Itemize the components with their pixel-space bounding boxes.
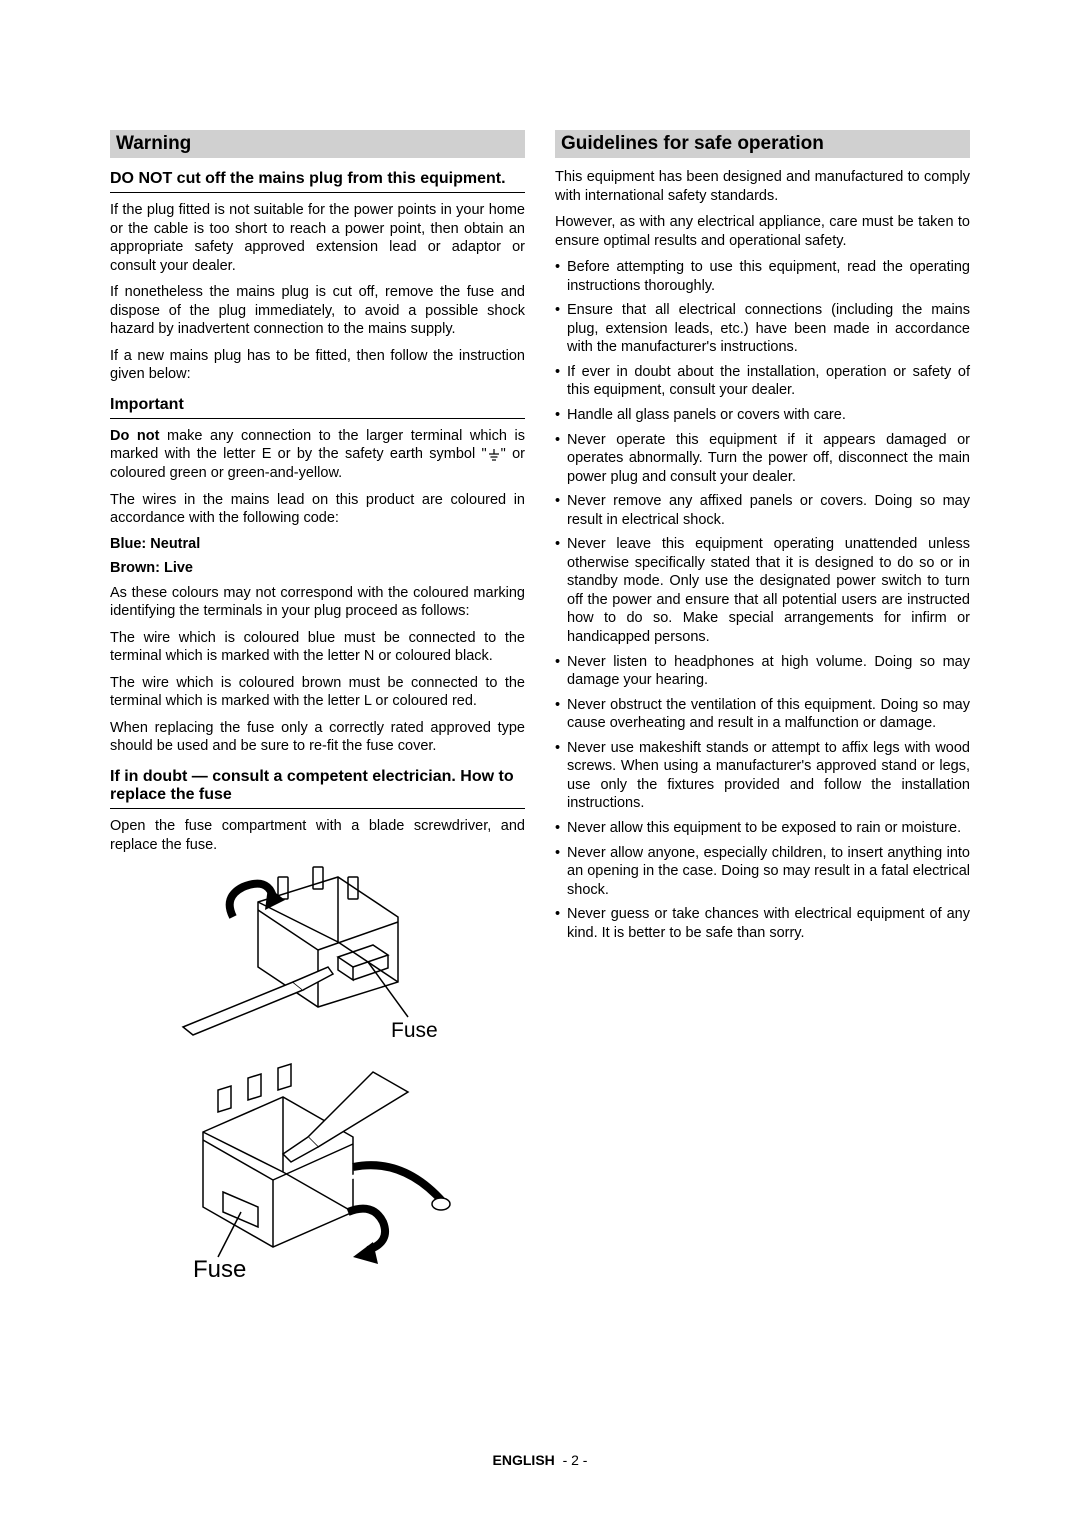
guidelines-p1: This equipment has been designed and man… <box>555 168 970 205</box>
footer-language: ENGLISH <box>493 1452 555 1468</box>
do-not-bold: Do not <box>110 428 159 444</box>
warning-p3: If a new mains plug has to be fitted, th… <box>110 347 525 384</box>
important-p1-mid: make any connection to the larger termin… <box>110 428 525 463</box>
guideline-item: If ever in doubt about the installation,… <box>555 363 970 400</box>
page-footer: ENGLISH - 2 - <box>0 1452 1080 1468</box>
warning-p1: If the plug fitted is not suitable for t… <box>110 201 525 275</box>
guidelines-list: Before attempting to use this equipment,… <box>555 258 970 942</box>
warning-title: Warning <box>110 130 525 158</box>
fuse-label-top: Fuse <box>391 1019 438 1042</box>
guidelines-p2: However, as with any electrical applianc… <box>555 213 970 250</box>
important-heading: Important <box>110 396 525 419</box>
guideline-item: Never operate this equipment if it appea… <box>555 431 970 487</box>
important-p2: The wires in the mains lead on this prod… <box>110 491 525 528</box>
footer-page-number: - 2 - <box>563 1452 588 1468</box>
important-p5: The wire which is coloured brown must be… <box>110 674 525 711</box>
fuse-diagram-svg: Fuse <box>173 862 463 1292</box>
replace-fuse-heading: If in doubt — consult a competent electr… <box>110 768 525 809</box>
guideline-item: Handle all glass panels or covers with c… <box>555 406 970 425</box>
guideline-item: Never leave this equipment operating una… <box>555 535 970 646</box>
guidelines-title: Guidelines for safe operation <box>555 130 970 158</box>
guideline-item: Before attempting to use this equipment,… <box>555 258 970 295</box>
blue-neutral: Blue: Neutral <box>110 536 525 552</box>
guideline-item: Never use makeshift stands or attempt to… <box>555 739 970 813</box>
guideline-item: Never allow this equipment to be exposed… <box>555 819 970 838</box>
important-p3: As these colours may not correspond with… <box>110 584 525 621</box>
guideline-item: Never obstruct the ventilation of this e… <box>555 696 970 733</box>
important-p1: Do not make any connection to the larger… <box>110 427 525 483</box>
fuse-label-bottom: Fuse <box>193 1256 246 1283</box>
guideline-item: Never listen to headphones at high volum… <box>555 653 970 690</box>
fuse-diagram: Fuse <box>110 862 525 1292</box>
earth-symbol-icon <box>487 448 501 462</box>
important-p4: The wire which is coloured blue must be … <box>110 629 525 666</box>
guideline-item: Never guess or take chances with electri… <box>555 905 970 942</box>
warning-p2: If nonetheless the mains plug is cut off… <box>110 283 525 339</box>
right-column: Guidelines for safe operation This equip… <box>555 130 970 1292</box>
guideline-item: Never remove any affixed panels or cover… <box>555 492 970 529</box>
do-not-cut-heading: DO NOT cut off the mains plug from this … <box>110 170 525 193</box>
replace-fuse-p: Open the fuse compartment with a blade s… <box>110 817 525 854</box>
important-p6: When replacing the fuse only a correctly… <box>110 719 525 756</box>
left-column: Warning DO NOT cut off the mains plug fr… <box>110 130 525 1292</box>
brown-live: Brown: Live <box>110 560 525 576</box>
guideline-item: Never allow anyone, especially children,… <box>555 844 970 900</box>
guideline-item: Ensure that all electrical connections (… <box>555 301 970 357</box>
